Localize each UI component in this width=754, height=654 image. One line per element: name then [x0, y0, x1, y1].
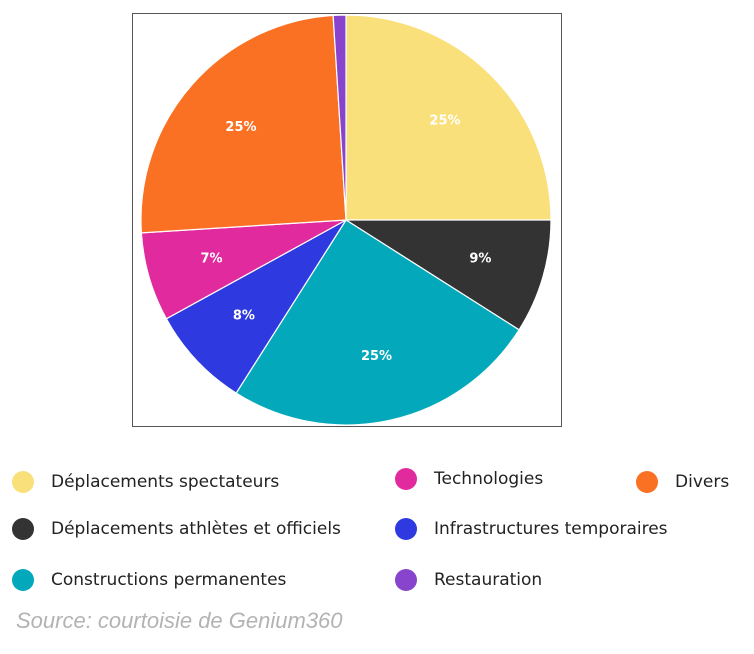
pie-slice-constructions-permanentes	[235, 219, 520, 426]
pie-slice-d-placements-athl-tes-et-officiels	[343, 219, 552, 331]
legend-item-technologies: Technologies	[395, 468, 543, 490]
pie-slice-d-placements-spectateurs	[345, 14, 552, 221]
legend-label: Technologies	[434, 469, 544, 489]
legend-label: Déplacements spectateurs	[51, 472, 280, 492]
legend-item-deplacements-spectateurs: Déplacements spectateurs	[12, 471, 279, 493]
slice-value-label: 25%	[429, 114, 460, 129]
slice-value-label: 9%	[469, 252, 491, 267]
legend-item-constructions-permanentes: Constructions permanentes	[12, 569, 286, 591]
legend-swatch	[395, 518, 417, 540]
legend-item-deplacements-athletes: Déplacements athlètes et officiels	[12, 518, 341, 540]
source-caption: Source: courtoisie de Genium360	[16, 608, 343, 633]
legend-item-infrastructures-temporaires: Infrastructures temporaires	[395, 518, 668, 540]
pie-slice-divers	[140, 14, 347, 234]
legend-swatch	[12, 518, 34, 540]
legend-item-divers: Divers	[636, 471, 729, 493]
legend-swatch	[395, 468, 417, 490]
legend-swatch	[12, 471, 34, 493]
pie-chart-frame: 25% 9% 25% 8% 7% 25%	[132, 13, 562, 427]
pie-chart: 25% 9% 25% 8% 7% 25%	[140, 14, 552, 426]
legend-swatch	[636, 471, 658, 493]
legend-label: Déplacements athlètes et officiels	[51, 519, 341, 539]
pie-slice-infrastructures-temporaires	[165, 219, 347, 394]
legend-swatch	[395, 569, 417, 591]
legend-swatch	[12, 569, 34, 591]
legend-label: Constructions permanentes	[51, 570, 287, 590]
slice-value-label: 8%	[233, 308, 255, 323]
slice-value-label: 25%	[361, 349, 392, 364]
pie-slice-restauration	[332, 14, 347, 221]
legend-item-restauration: Restauration	[395, 569, 542, 591]
legend-label: Infrastructures temporaires	[434, 519, 668, 539]
slice-value-label: 7%	[201, 252, 223, 267]
legend-label: Restauration	[434, 570, 543, 590]
slice-value-label: 25%	[225, 120, 256, 135]
legend-label: Divers	[675, 472, 730, 492]
